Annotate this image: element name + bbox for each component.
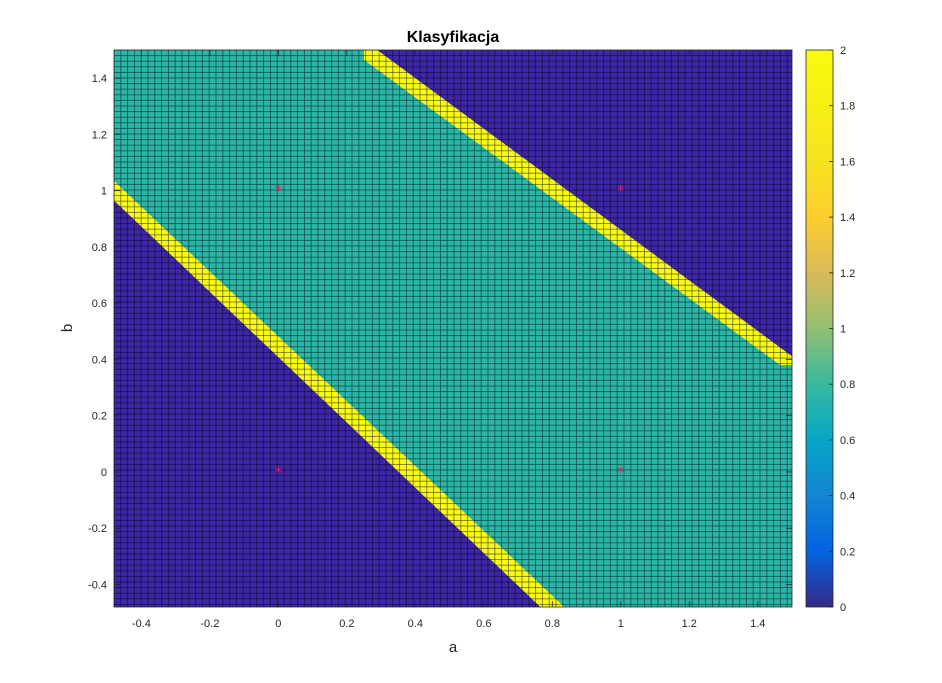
x-tick-label: 1 bbox=[618, 618, 624, 630]
y-tick-label: 0.6 bbox=[92, 298, 107, 310]
colorbar: 0 0.2 0.4 0.6 0.8 1 1.2 1.4 1.6 1.8 2 bbox=[805, 45, 855, 614]
x-tick-label: 0.8 bbox=[545, 618, 560, 630]
x-tick-label: 0.6 bbox=[476, 618, 491, 630]
y-tick-label: -0.4 bbox=[88, 579, 107, 591]
x-tick-label: -0.4 bbox=[132, 618, 151, 630]
y-tick-label: 1.2 bbox=[92, 129, 107, 141]
plot-area: * * * * bbox=[113, 49, 793, 608]
data-markers: * * * * bbox=[275, 184, 624, 481]
chart-title: Klasyfikacja bbox=[407, 29, 500, 46]
colorbar-tick-label: 1.8 bbox=[840, 101, 855, 113]
y-tick-label: 0.8 bbox=[92, 242, 107, 254]
x-tick-label: 1.2 bbox=[682, 618, 697, 630]
colorbar-tick-label: 2 bbox=[840, 45, 846, 57]
marker-2: * bbox=[617, 465, 624, 481]
y-axis: -0.4 -0.2 0 0.2 0.4 0.6 0.8 1 1.2 1.4 bbox=[88, 73, 792, 591]
colorbar-ticks: 0 0.2 0.4 0.6 0.8 1 1.2 1.4 1.6 1.8 2 bbox=[829, 45, 855, 614]
y-tick-label: -0.2 bbox=[88, 523, 107, 535]
y-tick-label: 1 bbox=[101, 186, 107, 198]
colorbar-tick-label: 1.4 bbox=[840, 212, 855, 224]
y-tick-label: 0.4 bbox=[92, 354, 107, 366]
y-tick-label: 1.4 bbox=[92, 73, 107, 85]
x-axis-label: a bbox=[449, 639, 458, 656]
marker-0: * bbox=[275, 465, 282, 481]
colorbar-gradient bbox=[805, 49, 834, 608]
plot-frame bbox=[113, 49, 793, 608]
marker-3: * bbox=[617, 184, 624, 200]
x-tick-label: 0.2 bbox=[339, 618, 354, 630]
colorbar-tick-label: 1 bbox=[840, 324, 846, 336]
colorbar-tick-label: 0.2 bbox=[840, 546, 855, 558]
colorbar-tick-label: 0.8 bbox=[840, 379, 855, 391]
y-tick-label: 0 bbox=[101, 467, 107, 479]
y-axis-label: b bbox=[59, 324, 76, 332]
y-tick-label: 0.2 bbox=[92, 411, 107, 423]
x-tick-label: -0.2 bbox=[200, 618, 219, 630]
x-tick-label: 1.4 bbox=[750, 618, 765, 630]
marker-1: * bbox=[275, 184, 282, 200]
x-tick-label: 0 bbox=[275, 618, 281, 630]
colorbar-tick-label: 1.6 bbox=[840, 156, 855, 168]
colorbar-tick-label: 0.4 bbox=[840, 491, 855, 503]
cell-grid bbox=[114, 50, 792, 607]
colorbar-tick-label: 1.2 bbox=[840, 268, 855, 280]
colorbar-tick-label: 0.6 bbox=[840, 435, 855, 447]
x-tick-label: 0.4 bbox=[408, 618, 423, 630]
colorbar-tick-label: 0 bbox=[840, 602, 846, 614]
x-axis: -0.4 -0.2 0 0.2 0.4 0.6 0.8 1 1.2 1.4 bbox=[132, 50, 765, 630]
